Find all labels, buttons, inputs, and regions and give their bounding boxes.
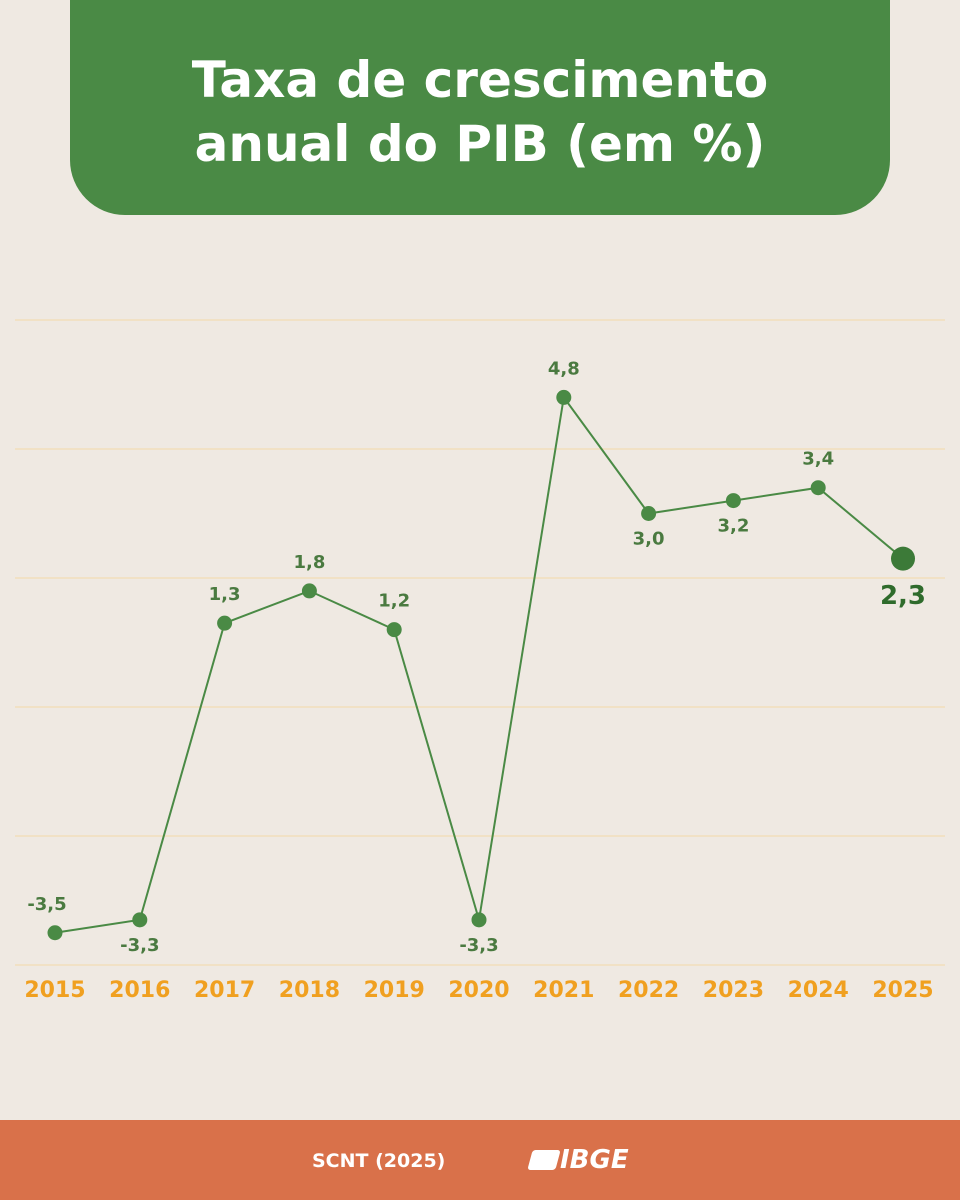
value-label: -3,3 [459,935,498,956]
chart-title: Taxa de crescimento anual do PIB (em %) [191,51,769,173]
x-tick-label: 2017 [194,978,255,1003]
value-label: 2,3 [880,581,926,611]
x-tick-label: 2019 [364,978,425,1003]
x-tick-label: 2023 [703,978,764,1003]
header-banner [70,0,890,215]
chart: -3,5 2015 -3,3 2016 1,3 2017 1,8 2018 1,2 2019 -3,… [15,319,945,1003]
data-point [471,912,487,928]
data-point [725,493,741,509]
value-label: 1,8 [293,552,325,573]
data-line [54,394,904,934]
data-point [386,622,402,638]
data-point [47,925,63,941]
value-label: 4,8 [548,358,580,379]
data-point [132,912,148,928]
value-label: 1,3 [209,584,241,605]
data-point [301,583,317,599]
value-label: 3,0 [633,529,665,550]
x-tick-label: 2018 [279,978,340,1003]
x-tick-label: 2021 [533,978,594,1003]
data-point [891,546,915,571]
x-tick-label: 2022 [618,978,679,1003]
source-text: SCNT (2025) [312,1150,446,1172]
data-point [217,615,233,631]
data-point [810,480,826,496]
x-tick-label: 2025 [872,978,933,1003]
x-tick-label: 2015 [24,978,85,1003]
data-point [641,506,657,521]
logo-icon [527,1150,561,1170]
x-tick-label: 2016 [109,978,170,1003]
value-label: 3,4 [802,449,834,470]
value-label: 3,2 [717,516,749,537]
x-tick-label: 2024 [788,978,849,1003]
value-label: -3,5 [27,894,66,915]
value-label: -3,3 [120,935,159,956]
logo-text: IBGE [560,1145,629,1175]
data-point [556,389,572,405]
x-tick-label: 2020 [448,978,509,1003]
footer-band [0,1120,960,1200]
value-label: 1,2 [378,591,410,612]
